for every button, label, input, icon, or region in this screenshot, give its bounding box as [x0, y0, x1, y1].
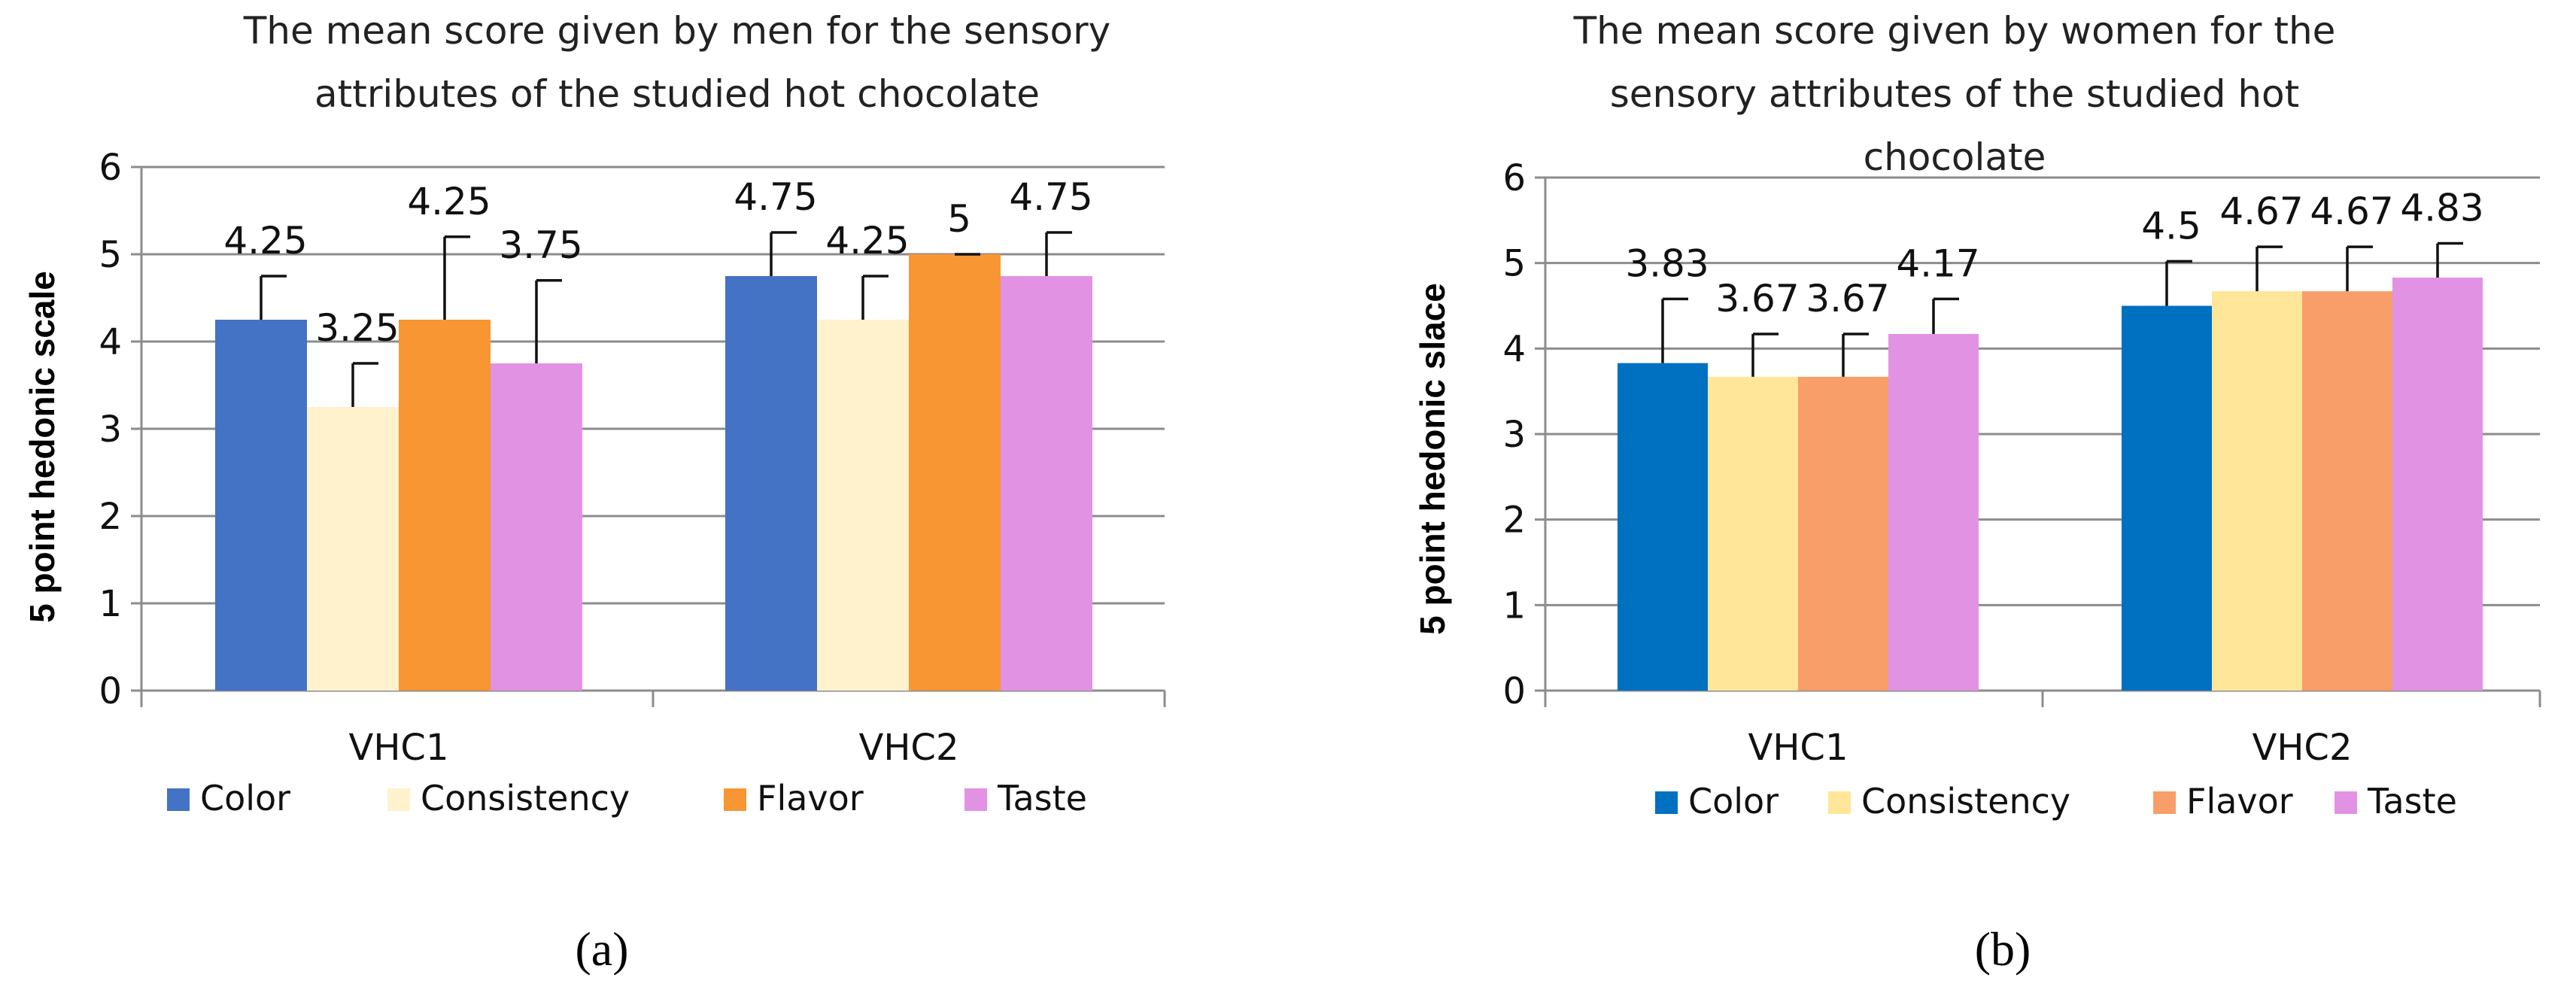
legend-swatch [167, 788, 190, 811]
data-label: 4.75 [1009, 175, 1092, 219]
bar [215, 320, 307, 691]
bar [1001, 276, 1092, 691]
legend-swatch [964, 788, 987, 811]
data-label: 5 [947, 197, 971, 241]
legend-label: Flavor [2186, 781, 2293, 821]
y-tick-label: 5 [99, 234, 122, 276]
data-label: 3.67 [1715, 277, 1799, 320]
y-tick-label: 6 [1502, 157, 1526, 199]
y-tick-label: 4 [1502, 328, 1526, 370]
x-tick-label: VHC2 [859, 727, 959, 769]
legend-label: Consistency [421, 778, 630, 818]
data-label: 4.67 [2310, 190, 2393, 233]
data-label: 4.25 [407, 180, 491, 223]
x-tick-label: VHC1 [349, 727, 449, 769]
bar [1618, 363, 1708, 691]
data-label: 4.67 [2219, 190, 2303, 233]
data-label: 4.83 [2400, 187, 2483, 230]
data-label: 4.17 [1896, 241, 1979, 285]
legend-label: Flavor [757, 778, 864, 818]
legend-label: Color [1688, 781, 1779, 821]
bar [2302, 291, 2392, 691]
legend-swatch [2334, 791, 2357, 814]
y-tick-label: 3 [99, 408, 122, 451]
panel-label-b: (b) [1975, 922, 2031, 976]
y-tick-label: 5 [1502, 243, 1526, 285]
x-tick-label: VHC2 [2252, 727, 2353, 769]
bar [1708, 376, 1798, 691]
y-axis-label: 5 point hedonic scale [23, 271, 62, 623]
x-tick-label: VHC1 [1748, 727, 1848, 769]
chart-men: The mean score given by men for the sens… [23, 9, 1166, 976]
bar [2392, 277, 2483, 691]
data-label: 4.75 [734, 175, 817, 219]
y-tick-label: 2 [1502, 500, 1526, 542]
panel-label-a: (a) [575, 922, 628, 976]
bar [725, 276, 817, 691]
bar [1798, 376, 1888, 691]
legend-swatch [387, 788, 410, 811]
y-tick-label: 1 [1502, 585, 1526, 627]
bar [491, 363, 582, 691]
legend-label: Color [200, 778, 290, 818]
bar [2212, 291, 2302, 691]
legend-swatch [1828, 791, 1851, 814]
bar [1888, 334, 1979, 691]
y-tick-label: 0 [99, 670, 122, 712]
legend-label: Consistency [1861, 781, 2070, 821]
bar [909, 254, 1001, 691]
chart-women: The mean score given by women for the se… [1413, 9, 2541, 976]
y-tick-label: 4 [99, 321, 122, 363]
data-label: 3.25 [315, 306, 399, 350]
bar [399, 320, 491, 691]
y-tick-label: 2 [99, 496, 122, 538]
data-label: 4.25 [223, 219, 307, 263]
chart-title-line-2: sensory attributes of the studied hot [1610, 72, 2300, 116]
y-axis-label: 5 point hedonic slace [1413, 283, 1452, 635]
y-tick-label: 6 [99, 147, 122, 189]
legend-swatch [2153, 791, 2176, 814]
data-label: 3.83 [1625, 241, 1709, 285]
legend-label: Taste [997, 778, 1087, 818]
data-label: 4.25 [825, 219, 909, 263]
data-label: 3.67 [1806, 277, 1889, 320]
chart-title-line-1: The mean score given by men for the sens… [243, 9, 1111, 53]
chart-title-line-2: attributes of the studied hot chocolate [314, 72, 1040, 116]
chart-title-line-1: The mean score given by women for the [1573, 9, 2336, 53]
bar [817, 320, 909, 691]
legend-label: Taste [2367, 781, 2457, 821]
bar [307, 407, 399, 691]
data-label: 3.75 [499, 223, 582, 267]
chart-title-line-3: chocolate [1864, 135, 2046, 179]
y-tick-label: 0 [1502, 670, 1526, 712]
legend-swatch [1655, 791, 1678, 814]
y-tick-label: 3 [1502, 414, 1526, 456]
legend-swatch [724, 788, 746, 811]
data-label: 4.5 [2141, 204, 2201, 247]
y-tick-label: 1 [99, 583, 122, 625]
bar [2122, 305, 2212, 691]
